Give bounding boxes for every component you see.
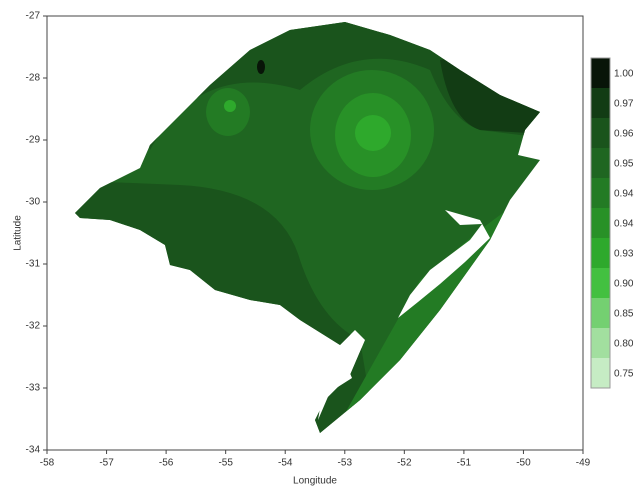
lagoon xyxy=(398,210,490,318)
lagoon xyxy=(318,350,352,420)
colorbar-swatch xyxy=(591,118,610,148)
x-tick-label: -55 xyxy=(218,458,233,469)
colorbar-label: 1.00 xyxy=(614,69,634,80)
x-tick-label: -56 xyxy=(159,458,174,469)
colorbar-swatch xyxy=(591,208,610,238)
contour-fill xyxy=(75,22,540,433)
colorbar-label: 0.75 xyxy=(614,369,634,380)
y-tick-label: -28 xyxy=(26,73,41,84)
colorbar-swatch xyxy=(591,328,610,358)
colorbar-label: 0.85 xyxy=(614,309,634,320)
y-tick-label: -27 xyxy=(26,11,41,22)
colorbar-swatch xyxy=(591,358,610,388)
colorbar-swatch xyxy=(591,268,610,298)
colorbar-label: 0.95 xyxy=(614,159,634,170)
colorbar-label: 0.94 xyxy=(614,189,634,200)
colorbar-label: 0.96 xyxy=(614,129,634,140)
y-tick-label: -34 xyxy=(26,445,41,456)
y-tick-label: -30 xyxy=(26,197,41,208)
colorbar-swatch xyxy=(591,178,610,208)
colorbar-label: 0.97 xyxy=(614,99,634,110)
x-tick-label: -50 xyxy=(516,458,531,469)
colorbar-label: 0.94 xyxy=(614,219,634,230)
colorbar-swatch xyxy=(591,88,610,118)
colorbar-label: 0.90 xyxy=(614,279,634,290)
colorbar-swatch xyxy=(591,148,610,178)
colorbar-label: 0.93 xyxy=(614,249,634,260)
colorbar-swatch xyxy=(591,58,610,88)
x-tick-label: -51 xyxy=(457,458,472,469)
x-tick-label: -54 xyxy=(278,458,293,469)
colorbar-label: 0.80 xyxy=(614,339,634,350)
x-tick-label: -58 xyxy=(40,458,55,469)
y-tick-label: -29 xyxy=(26,135,41,146)
y-axis-label: Latitude xyxy=(13,215,24,251)
colorbar-swatch xyxy=(591,298,610,328)
colorbar-frame xyxy=(590,57,611,389)
x-tick-label: -57 xyxy=(99,458,114,469)
plot-frame xyxy=(46,15,584,451)
x-tick-label: -53 xyxy=(338,458,353,469)
y-tick-label: -32 xyxy=(26,321,41,332)
y-tick-label: -33 xyxy=(26,383,41,394)
colorbar-swatch xyxy=(591,238,610,268)
x-tick-label: -49 xyxy=(576,458,591,469)
x-axis-label: Longitude xyxy=(293,476,337,486)
x-tick-label: -52 xyxy=(397,458,412,469)
y-tick-label: -31 xyxy=(26,259,41,270)
